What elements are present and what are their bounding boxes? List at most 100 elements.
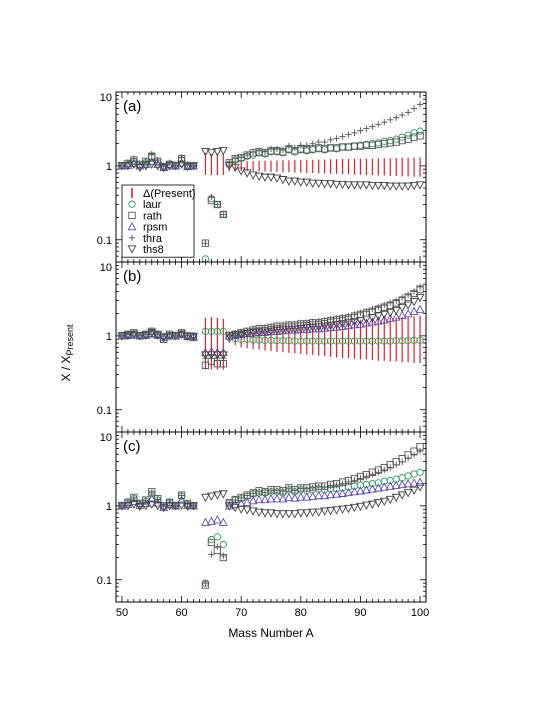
rpsm-point [338,321,347,330]
y-axis-label-subscript: Present [65,324,75,356]
ths8-point [344,319,353,328]
thra-point [351,129,358,137]
ths8-point [326,507,336,516]
ths8-point [254,172,264,182]
thra-point [309,484,316,492]
ths8-point [367,500,377,509]
ths8-point [200,351,210,360]
rpsm-point [254,494,264,504]
thra-point [416,101,424,108]
thra-point [255,147,263,154]
ths8-point [344,181,353,190]
thra-point [160,502,167,510]
rpsm-point [397,479,407,489]
thra-point [345,312,352,320]
ths8-point [284,510,294,519]
ths8-point [379,497,389,507]
rpsm-point [326,322,336,332]
ths8-point [296,325,306,334]
ths8-point [367,182,377,191]
ths8-point [206,149,216,158]
y-tick-label: 10 [100,432,112,444]
laur-point [404,472,412,480]
ths8-point [189,332,198,342]
ths8-point [224,332,234,341]
laur-point [213,533,221,541]
plot-area [117,443,425,589]
thra-point [333,135,340,142]
ths8-point [272,326,282,336]
ths8-point [332,320,342,330]
ths8-point [123,331,133,340]
ths8-point [355,317,365,326]
ths8-point [308,323,318,333]
ths8-point [254,508,264,517]
rpsm-point [361,485,371,494]
thra-point [315,483,322,491]
thra-point [267,487,275,494]
ths8-point [236,167,246,176]
ths8-point [320,322,330,331]
rpsm-point [367,484,377,493]
thra-point [279,146,287,154]
thra-point [232,496,239,504]
series-ths8 [117,483,425,519]
thra-point [243,151,251,159]
rpsm-point [391,312,401,321]
laur-point [416,468,424,476]
thra-point [357,127,364,134]
laur-point [326,144,335,152]
ths8-point [361,501,371,510]
ths8-point [391,182,401,191]
thra-point [273,145,281,153]
ths8-point [314,508,324,517]
ths8-point [147,160,157,169]
laur-point [416,336,424,344]
rpsm-point [218,517,228,526]
thra-point [148,489,155,497]
rpsm-point [385,481,395,490]
y-axis-label-main: X / X [59,356,73,382]
ths8-point [242,506,252,515]
ths8-point [177,501,187,510]
thra-point [208,551,215,558]
thra-point [381,466,388,474]
rpsm-point [355,486,365,495]
ths8-point [123,502,133,511]
rpsm-point [135,500,145,509]
legend-marker-rpsm [127,221,137,231]
x-tick-label: 50 [116,607,128,619]
thra-point [237,494,245,502]
thra-point [381,302,388,309]
ths8-point [260,328,270,337]
ths8-point [117,502,127,511]
ths8-point [391,493,401,503]
ths8-point [272,510,282,519]
rpsm-point [344,487,353,497]
rpsm-point [206,516,216,525]
x-tick-label: 70 [235,607,247,619]
rpsm-point [379,315,389,324]
y-tick-label: 10 [100,92,112,104]
ths8-point [177,160,187,169]
series-ths8 [117,293,425,360]
x-tick-label: 100 [411,607,429,619]
thra-point [381,119,388,126]
ths8-point [373,499,383,508]
ths8-point [153,162,163,171]
laur-point [344,143,353,151]
thra-point [267,145,275,153]
rpsm-point [320,490,330,500]
thra-point [184,161,191,168]
thra-point [202,579,209,587]
ths8-point [403,301,413,310]
thra-point [184,500,191,508]
ths8-point [296,509,306,518]
thra-point [285,485,293,493]
ths8-point [296,178,306,187]
thra-point [178,154,185,161]
thra-point [291,144,299,152]
ths8-point [141,331,151,340]
thra-point [345,478,352,486]
